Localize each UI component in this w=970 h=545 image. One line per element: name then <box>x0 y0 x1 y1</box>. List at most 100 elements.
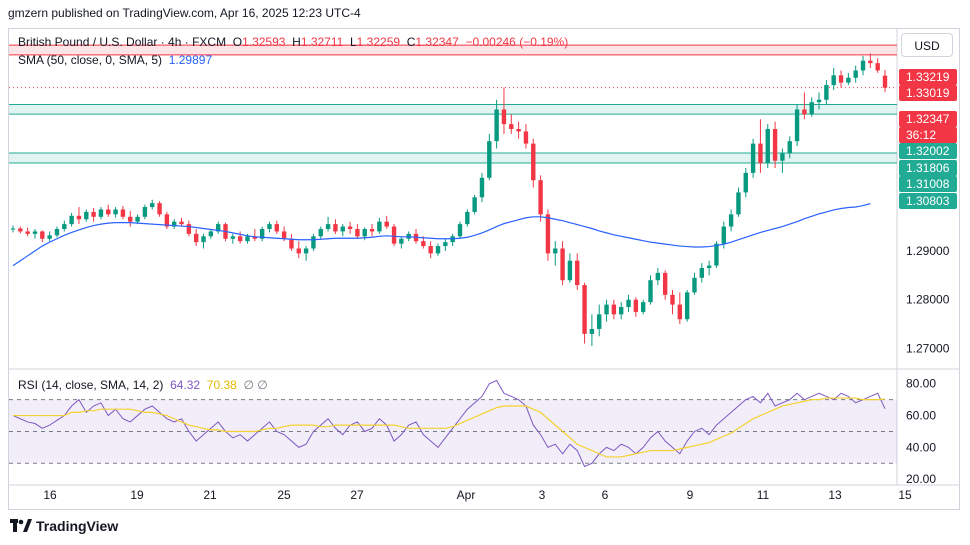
candle-body <box>487 141 492 178</box>
candle-body <box>531 143 536 181</box>
candle-body <box>582 285 587 334</box>
candle-body <box>611 304 617 315</box>
candle-body <box>553 248 558 254</box>
candle-body <box>347 226 353 229</box>
candle-body <box>120 209 126 217</box>
candle-body <box>633 299 639 312</box>
rsi-label: RSI (14, close, SMA, 14, 2) <box>18 378 164 392</box>
candle-body <box>640 302 646 312</box>
candle-body <box>54 228 60 236</box>
low-label: L <box>349 35 357 49</box>
price-tag: 1.31008 <box>899 176 957 192</box>
candle-body <box>516 128 521 132</box>
candle-body <box>831 75 836 86</box>
time-axis-label: 16 <box>43 488 57 502</box>
candle-body <box>318 228 323 237</box>
candle-body <box>391 226 397 244</box>
sma-legend[interactable]: SMA (50, close, 0, SMA, 5) 1.29897 <box>18 53 212 67</box>
candle-body <box>355 228 360 237</box>
candle-body <box>362 228 367 237</box>
candle-body <box>172 221 177 227</box>
candle-body <box>465 211 470 225</box>
currency-button[interactable]: USD <box>901 33 953 57</box>
price-tag: 1.33219 <box>899 69 957 85</box>
sma-label: SMA (50, close, 0, SMA, 5) <box>18 53 163 67</box>
candle-body <box>706 265 712 269</box>
candle-body <box>567 260 573 281</box>
symbol-legend: British Pound / U.S. Dollar · 4h · FXCM … <box>18 35 568 49</box>
candle-body <box>340 226 345 232</box>
candle-body <box>113 209 118 215</box>
candle-body <box>736 192 741 215</box>
candle-body <box>626 299 631 308</box>
candle-body <box>296 248 301 254</box>
candle-body <box>714 243 719 266</box>
candle-body <box>311 236 316 249</box>
symbol-name[interactable]: British Pound / U.S. Dollar · 4h · FXCM <box>18 35 227 49</box>
candle-body <box>802 109 807 115</box>
price-tag: 1.32347 <box>899 111 957 127</box>
rsi-sma-value: 70.38 <box>206 378 237 392</box>
close-label: C <box>406 35 416 49</box>
candle-body <box>853 70 858 78</box>
candle-body <box>267 224 272 229</box>
rsi-sma-line <box>13 397 886 458</box>
candle-body <box>882 75 888 88</box>
candle-body <box>435 246 441 254</box>
candle-body <box>208 231 214 237</box>
low-value: 1.32259 <box>356 35 401 49</box>
high-value: 1.32711 <box>300 35 344 49</box>
candle-body <box>604 304 609 315</box>
candle-body <box>560 248 565 281</box>
change-value: −0.00246 (−0.19%) <box>465 35 569 49</box>
time-axis-label: 11 <box>757 488 770 502</box>
candle-body <box>655 272 661 281</box>
price-tag: 36:12 <box>899 127 957 143</box>
candle-body <box>98 209 104 217</box>
candle-body <box>875 63 880 71</box>
time-axis-label: Apr <box>457 488 476 502</box>
tradingview-logo[interactable]: TradingView <box>10 518 118 534</box>
candle-body <box>648 280 653 303</box>
candle-body <box>230 236 236 239</box>
candle-body <box>428 246 433 254</box>
tradingview-logo-icon <box>10 519 32 532</box>
candle-body <box>494 109 499 142</box>
candle-body <box>846 77 851 83</box>
candle-body <box>692 277 697 293</box>
candle-body <box>84 211 89 220</box>
candle-body <box>750 143 756 173</box>
close-value: 1.32347 <box>415 35 459 49</box>
candle-body <box>186 224 192 234</box>
candle-body <box>377 221 382 232</box>
time-axis-label: 19 <box>130 488 144 502</box>
rsi-legend[interactable]: RSI (14, close, SMA, 14, 2) 64.32 70.38 … <box>18 378 268 392</box>
candle-body <box>325 224 331 229</box>
rsi-extra: ∅ ∅ <box>243 378 268 392</box>
price-tag: 1.31806 <box>899 160 957 176</box>
candle-body <box>369 228 375 232</box>
candle-body <box>157 203 162 215</box>
candle-body <box>509 124 514 129</box>
candle-body <box>40 231 45 239</box>
candle-body <box>545 214 551 254</box>
candle-body <box>677 304 683 320</box>
candle-body <box>18 228 23 232</box>
candle-body <box>868 60 873 64</box>
candle-body <box>164 214 170 227</box>
candle-body <box>457 224 463 237</box>
candle-body <box>25 231 30 234</box>
time-axis-label: 13 <box>828 488 842 502</box>
rsi-line <box>12 379 886 468</box>
candle-body <box>472 197 477 212</box>
price-axis-label: 1.27000 <box>906 341 950 355</box>
candle-body <box>787 141 792 154</box>
candle-body <box>479 177 485 198</box>
candle-body <box>245 236 250 242</box>
candle-body <box>128 216 133 222</box>
candle-body <box>684 292 690 320</box>
candle-body <box>106 209 111 215</box>
candle-body <box>619 307 624 315</box>
sma-value: 1.29897 <box>168 53 213 67</box>
